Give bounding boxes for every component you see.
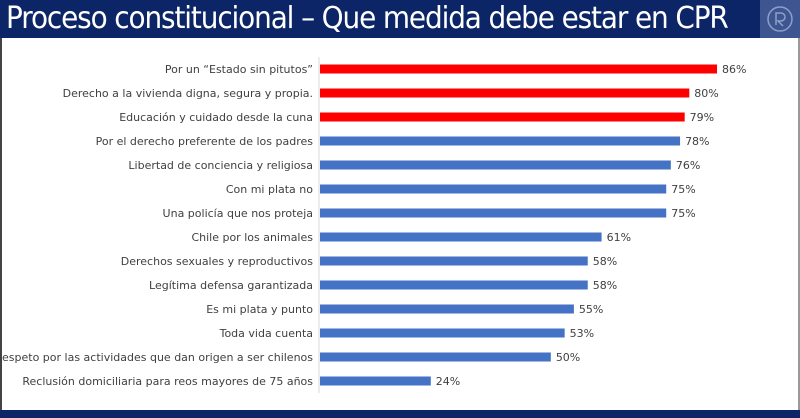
footer-bar	[0, 410, 800, 418]
category-label: Libertad de conciencia y religiosa	[128, 159, 313, 172]
data-label: 61%	[607, 231, 631, 244]
category-label: Legítima defensa garantizada	[149, 279, 313, 292]
category-label: Educación y cuidado desde la cuna	[119, 111, 313, 124]
data-label: 79%	[690, 111, 714, 124]
header-bar: Proceso constitucional – Que medida debe…	[0, 0, 800, 38]
data-label: 24%	[436, 375, 460, 388]
bar	[320, 136, 681, 146]
category-label: Por un “Estado sin pitutos”	[165, 63, 313, 76]
bar	[320, 232, 602, 242]
bar	[320, 184, 667, 194]
category-label: Con mi plata no	[226, 183, 313, 196]
bar	[320, 328, 565, 338]
bar-chart: Por un “Estado sin pitutos” 86% Derecho a …	[0, 57, 746, 393]
category-label: Es mi plata y punto	[206, 303, 313, 316]
slide-border-right	[798, 38, 800, 410]
data-label: 76%	[676, 159, 700, 172]
bar	[320, 64, 717, 74]
data-label: 80%	[694, 87, 718, 100]
bar	[320, 88, 690, 98]
data-label: 55%	[579, 303, 603, 316]
category-label: Derechos sexuales y reproductivos	[121, 255, 314, 268]
data-label: 50%	[556, 351, 580, 364]
bar	[320, 352, 551, 362]
category-label: Respeto por las actividades que dan orig…	[0, 351, 313, 364]
slide-border-left	[0, 38, 2, 410]
data-label: 75%	[671, 207, 695, 220]
bar	[320, 160, 671, 170]
category-label: Una policía que nos proteja	[163, 207, 313, 220]
data-label: 75%	[671, 183, 695, 196]
data-label: 58%	[593, 279, 617, 292]
bar	[320, 376, 431, 386]
circular-logo-icon	[767, 6, 793, 32]
bar	[320, 112, 685, 122]
category-label: Reclusión domiciliaria para reos mayores…	[22, 375, 313, 388]
bar	[320, 304, 574, 314]
data-label: 78%	[685, 135, 709, 148]
category-label: Toda vida cuenta	[219, 327, 313, 340]
category-label: Derecho a la vivienda digna, segura y pr…	[63, 87, 313, 100]
logo	[760, 0, 800, 38]
category-label: Chile por los animales	[191, 231, 313, 244]
page-title: Proceso constitucional – Que medida debe…	[6, 1, 729, 36]
data-label: 86%	[722, 63, 746, 76]
data-label: 58%	[593, 255, 617, 268]
bar	[320, 208, 667, 218]
bar	[320, 256, 588, 266]
data-label: 53%	[570, 327, 594, 340]
category-label: Por el derecho preferente de los padres	[96, 135, 314, 148]
bar	[320, 280, 588, 290]
